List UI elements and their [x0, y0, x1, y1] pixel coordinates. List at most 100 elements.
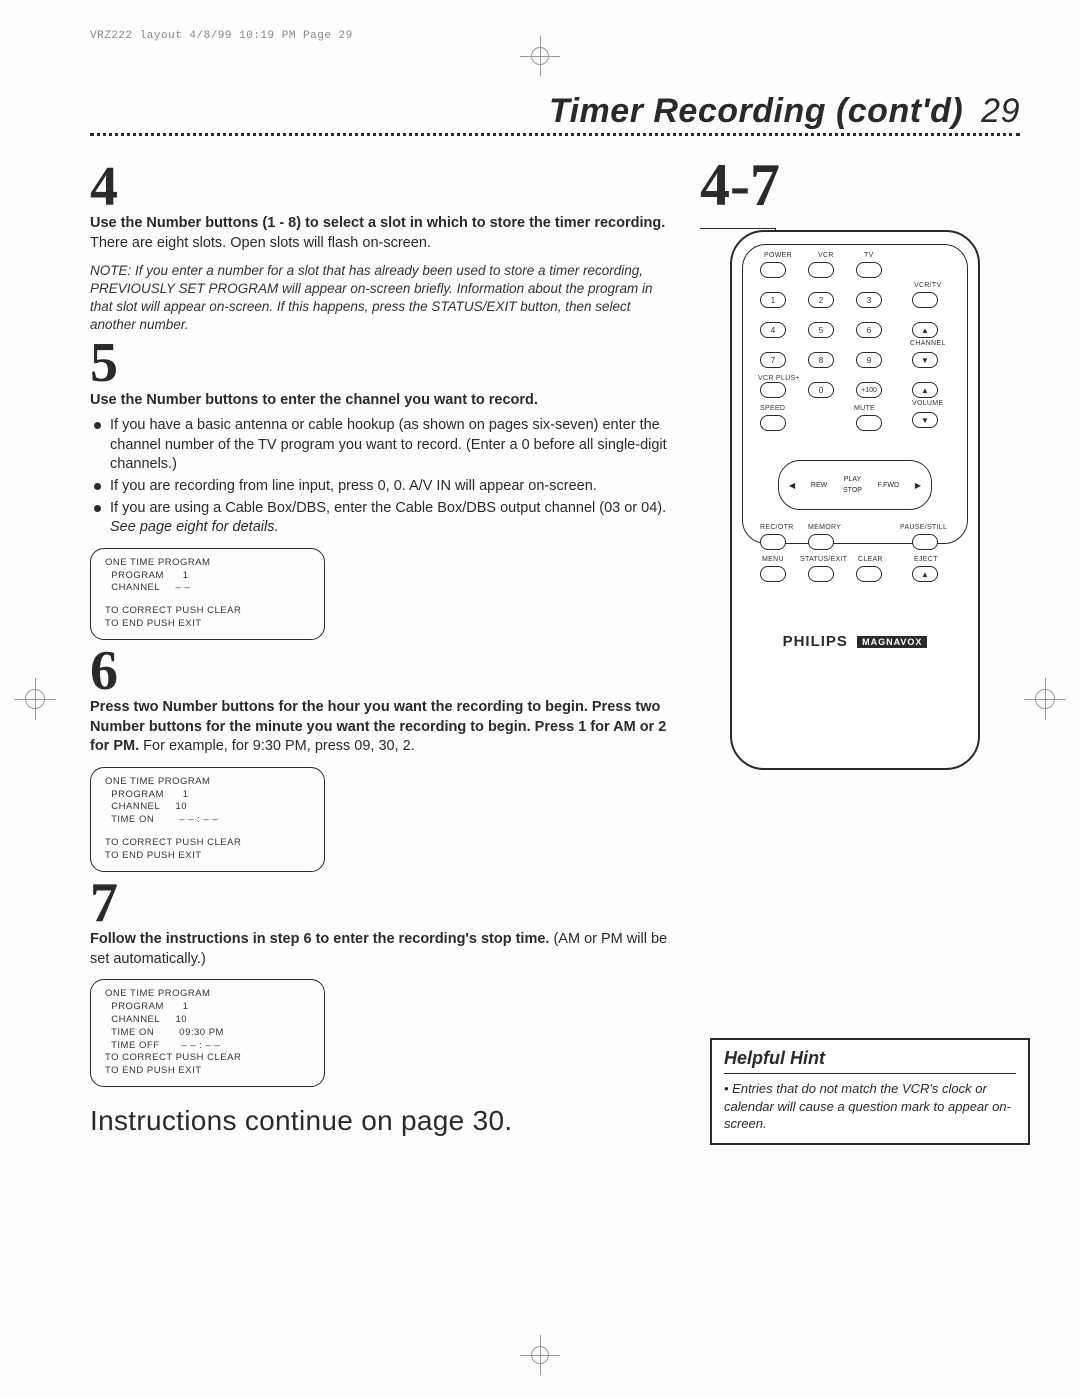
osd3-l3: CHANNEL 10 — [105, 1014, 312, 1027]
mute-button — [856, 415, 882, 431]
num-7-button: 7 — [760, 352, 786, 368]
step-5-bullets: If you have a basic antenna or cable hoo… — [90, 416, 670, 537]
vcrtv-button — [912, 292, 938, 308]
rew-label: REW — [811, 482, 827, 489]
osd3-l2: PROGRAM 1 — [105, 1001, 312, 1014]
channel-down-button: ▼ — [912, 352, 938, 368]
step-5-b3b: See page eight for details. — [110, 519, 278, 535]
pause-label: PAUSE/STILL — [900, 524, 947, 531]
clear-label: CLEAR — [858, 556, 883, 563]
step-5-b3a: If you are using a Cable Box/DBS, enter … — [110, 500, 666, 516]
num-0-button: 0 — [808, 382, 834, 398]
tv-label: TV — [864, 252, 874, 259]
title-underline — [90, 133, 1020, 136]
step-5-b3: If you are using a Cable Box/DBS, enter … — [90, 499, 670, 538]
osd3-f1: TO CORRECT PUSH CLEAR — [105, 1052, 312, 1065]
brand-row: PHILIPS MAGNAVOX — [730, 633, 980, 650]
step-7-body: Follow the instructions in step 6 to ent… — [90, 930, 670, 969]
clear-button — [856, 566, 882, 582]
recotr-button — [760, 534, 786, 550]
vcrtv-label: VCR/TV — [914, 282, 941, 289]
power-label: POWER — [764, 252, 792, 259]
helpful-hint-box: Helpful Hint • Entries that do not match… — [710, 1038, 1030, 1145]
memory-label: MEMORY — [808, 524, 841, 531]
num-9-button: 9 — [856, 352, 882, 368]
osd2-f2: TO END PUSH EXIT — [105, 850, 312, 863]
num-8-button: 8 — [808, 352, 834, 368]
step-5-b2: If you are recording from line input, pr… — [90, 477, 670, 497]
step-6-rest: For example, for 9:30 PM, press 09, 30, … — [139, 738, 415, 754]
num-3-button: 3 — [856, 292, 882, 308]
osd-display-1: ONE TIME PROGRAM PROGRAM 1 CHANNEL – – T… — [90, 548, 325, 640]
step-7-number: 7 — [90, 878, 670, 928]
osd2-f1: TO CORRECT PUSH CLEAR — [105, 837, 312, 850]
crop-mark-right — [1024, 678, 1066, 720]
num-5-button: 5 — [808, 322, 834, 338]
speed-label: SPEED — [760, 405, 785, 412]
osd2-l3: CHANNEL 10 — [105, 801, 312, 814]
step-5-b1: If you have a basic antenna or cable hoo… — [90, 416, 670, 475]
memory-button — [808, 534, 834, 550]
num-1-button: 1 — [760, 292, 786, 308]
left-column: 4 Use the Number buttons (1 - 8) to sele… — [90, 158, 670, 1137]
power-button — [760, 262, 786, 278]
osd1-l3: CHANNEL – – — [105, 582, 312, 595]
recotr-label: REC/OTR — [760, 524, 794, 531]
pause-button — [912, 534, 938, 550]
crop-mark-bottom — [520, 1335, 560, 1375]
hint-body: • Entries that do not match the VCR's cl… — [724, 1080, 1016, 1133]
right-column: 4-7 POWER VCR TV 1 2 3 4 5 6 — [700, 158, 1020, 1137]
osd1-l1: ONE TIME PROGRAM — [105, 557, 312, 570]
num-6-button: 6 — [856, 322, 882, 338]
volume-down-button: ▼ — [912, 412, 938, 428]
volume-up-button: ▲ — [912, 382, 938, 398]
osd1-f2: TO END PUSH EXIT — [105, 618, 312, 631]
rew-icon: ◀ — [789, 481, 795, 490]
brand-philips: PHILIPS — [783, 633, 848, 650]
crop-mark-top — [520, 36, 560, 76]
step-5-body: Use the Number buttons to enter the chan… — [90, 391, 670, 411]
page-number: 29 — [981, 92, 1020, 130]
step-4-body: Use the Number buttons (1 - 8) to select… — [90, 214, 670, 253]
step-5-lead: Use the Number buttons to enter the chan… — [90, 392, 538, 408]
status-label: STATUS/EXIT — [800, 556, 847, 563]
transport-group: ◀ REW PLAY STOP F.FWD ▶ — [778, 460, 932, 510]
eject-button: ▲ — [912, 566, 938, 582]
channel-up-button: ▲ — [912, 322, 938, 338]
step-range-label: 4-7 — [700, 158, 1020, 212]
step-7-lead: Follow the instructions in step 6 to ent… — [90, 931, 549, 947]
step-6-body: Press two Number buttons for the hour yo… — [90, 698, 670, 757]
crop-mark-left — [14, 678, 56, 720]
vcrplus-button — [760, 382, 786, 398]
stop-label: STOP — [843, 485, 862, 496]
remote-illustration: POWER VCR TV 1 2 3 4 5 6 7 8 9 0 +100 VC… — [730, 230, 980, 770]
step-4-lead: Use the Number buttons (1 - 8) to select… — [90, 215, 665, 231]
continue-text: Instructions continue on page 30. — [90, 1105, 670, 1137]
plus100-button: +100 — [856, 382, 882, 398]
step-6-number: 6 — [90, 646, 670, 696]
vcrplus-label: VCR PLUS+ — [758, 375, 800, 382]
volume-label: VOLUME — [912, 400, 943, 407]
vcr-label: VCR — [818, 252, 834, 259]
menu-button — [760, 566, 786, 582]
tv-button — [856, 262, 882, 278]
eject-label: EJECT — [914, 556, 938, 563]
step-4-note: NOTE: If you enter a number for a slot t… — [90, 262, 670, 335]
ffwd-icon: ▶ — [915, 481, 921, 490]
num-4-button: 4 — [760, 322, 786, 338]
step-4-rest: There are eight slots. Open slots will f… — [90, 235, 431, 251]
step-5-number: 5 — [90, 338, 670, 388]
step-4-number: 4 — [90, 162, 670, 212]
content-columns: 4 Use the Number buttons (1 - 8) to sele… — [90, 158, 1020, 1137]
channel-label: CHANNEL — [910, 340, 946, 347]
manual-page: VRZ222 layout 4/8/99 10:19 PM Page 29 Ti… — [0, 0, 1080, 1397]
osd2-l4: TIME ON – – : – – — [105, 814, 312, 827]
play-label: PLAY — [843, 474, 862, 485]
num-2-button: 2 — [808, 292, 834, 308]
vcr-button — [808, 262, 834, 278]
osd2-l1: ONE TIME PROGRAM — [105, 776, 312, 789]
osd1-f1: TO CORRECT PUSH CLEAR — [105, 605, 312, 618]
osd3-l5: TIME OFF – – : – – — [105, 1040, 312, 1053]
callout-line-h — [700, 228, 775, 229]
hint-title: Helpful Hint — [724, 1048, 1016, 1074]
